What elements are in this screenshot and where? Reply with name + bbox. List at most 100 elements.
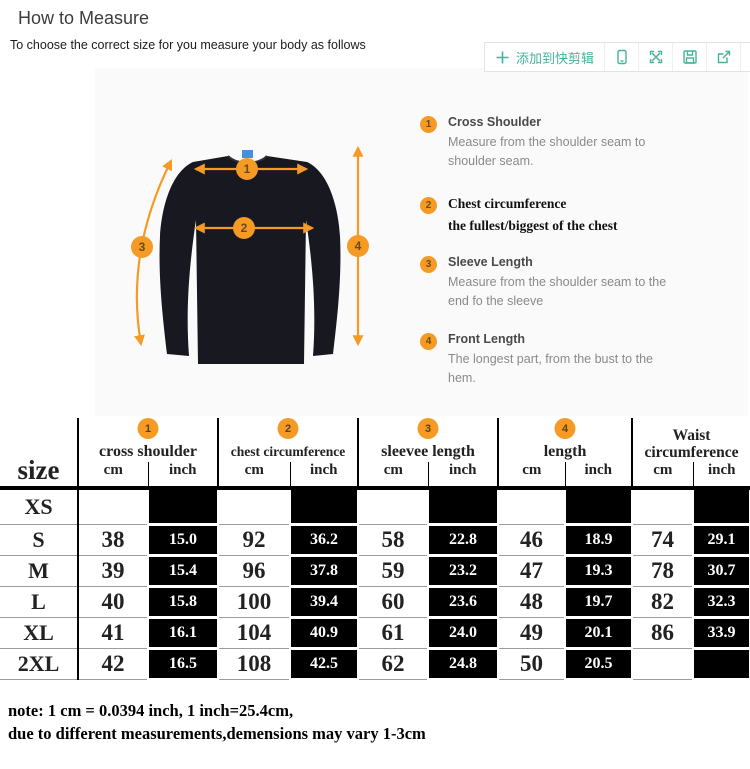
group-header: 1 cross shoulder: [77, 418, 218, 462]
unit-inch-header: inch: [564, 462, 633, 490]
unit-inch-header: inch: [147, 462, 218, 490]
value-cm: 39: [77, 555, 148, 587]
annotation-item: 3 Sleeve Length Measure from the shoulder …: [420, 255, 730, 311]
value-cm: 78: [631, 555, 694, 587]
value-cm: 58: [357, 524, 429, 556]
value-cm: 42: [77, 648, 148, 680]
value-cm: 50: [497, 648, 566, 680]
size-table: size 1 cross shoulder 2 chest circumference…: [0, 418, 750, 681]
unit-inch-header: inch: [692, 462, 750, 490]
group-header: 4 length: [497, 418, 633, 462]
value-cm: 60: [357, 586, 429, 618]
group-label: chest circumference: [230, 443, 346, 459]
group-label: cross shoulder: [99, 443, 197, 461]
annotation-title: Chest circumference: [448, 195, 567, 211]
page-title: How to Measure: [18, 8, 150, 28]
value-inch: [147, 488, 219, 526]
size-row-s: S 38 15.0 92 36.2 58 22.8 46 18.9 74 29.1: [0, 524, 750, 557]
add-to-quickclip-button[interactable]: 添加到快剪辑: [485, 43, 604, 71]
size-table-wrap: size 1 cross shoulder 2 chest circumference…: [0, 418, 750, 681]
value-inch: 33.9: [692, 617, 750, 650]
unit-header-row: cm inch cm inch cm inch cm inch cm inch: [0, 462, 750, 490]
measure-annotations: 1 Cross Shoulder Measure from the shoulder…: [420, 115, 730, 388]
annotation-desc: The longest part, from the bust to the h…: [448, 352, 653, 385]
sweater-diagram: 1 2 3 4: [131, 145, 369, 364]
unit-inch-header: inch: [427, 462, 499, 490]
value-cm: 47: [497, 555, 566, 587]
value-inch: [692, 648, 750, 681]
value-inch: 19.7: [564, 586, 634, 619]
annotation-title: Sleeve Length: [448, 254, 533, 269]
value-inch: 19.3: [564, 555, 634, 588]
value-cm: 62: [357, 648, 429, 680]
page-subtitle: To choose the correct size for you measu…: [10, 38, 366, 52]
group-badge: 3: [417, 418, 439, 439]
unit-cm-header: cm: [357, 462, 429, 490]
size-label: 2XL: [0, 648, 78, 680]
add-to-quickclip-label: 添加到快剪辑: [516, 50, 595, 66]
value-inch: 30.7: [692, 555, 750, 588]
group-badge: 2: [277, 418, 299, 439]
phone-button[interactable]: [604, 43, 638, 71]
size-label: S: [0, 524, 78, 556]
arrow-markers: 1 2 3 4: [131, 158, 369, 258]
annotation-item: 1 Cross Shoulder Measure from the shoulder…: [420, 115, 730, 171]
value-cm: 86: [631, 617, 694, 649]
value-inch: 22.8: [427, 524, 500, 557]
value-cm: 104: [217, 617, 290, 649]
value-cm: [77, 488, 148, 525]
size-label: XL: [0, 617, 78, 649]
clip-toolbar: 添加到快剪辑: [484, 42, 750, 72]
size-row-2xl: 2XL 42 16.5 108 42.5 62 24.8 50 20.5: [0, 648, 750, 681]
value-cm: [497, 488, 566, 525]
group-header: 3 sleevee length: [357, 418, 499, 462]
fullscreen-button[interactable]: [638, 43, 672, 71]
annotation-desc: Measure from the shoulder seam to should…: [448, 135, 646, 168]
annotation-item: 2 Chest circumference the fullest/biggest …: [420, 196, 730, 236]
value-cm: 41: [77, 617, 148, 649]
measure-illustration-panel: 1 2 3 4 1 Cross Shoulder Measure from the …: [95, 68, 748, 416]
value-inch: 16.5: [147, 648, 219, 681]
value-inch: 20.5: [564, 648, 634, 681]
size-table-body: XS S 38 15.0 92 36.2 58 22.8 46 18.9 74 29.1 M 39 15.4…: [0, 488, 750, 681]
value-cm: 108: [217, 648, 290, 680]
value-cm: 40: [77, 586, 148, 618]
value-cm: 59: [357, 555, 429, 587]
group-badge: 4: [554, 418, 576, 439]
note-text: note: 1 cm = 0.0394 inch, 1 inch=25.4cm,…: [8, 699, 708, 745]
value-inch: 40.9: [288, 617, 360, 650]
value-cm: 100: [217, 586, 290, 618]
share-icon: [717, 50, 730, 64]
value-cm: [357, 488, 429, 525]
marker-1: 1: [244, 162, 251, 176]
note-line-1: note: 1 cm = 0.0394 inch, 1 inch=25.4cm,: [8, 701, 294, 720]
marker-3: 3: [139, 240, 146, 254]
value-inch: 18.9: [564, 524, 634, 557]
value-cm: 48: [497, 586, 566, 618]
value-cm: 49: [497, 617, 566, 649]
value-cm: 74: [631, 524, 694, 556]
value-inch: 15.4: [147, 555, 219, 588]
value-inch: 15.0: [147, 524, 219, 557]
size-row-m: M 39 15.4 96 37.8 59 23.2 47 19.3 78 30.7: [0, 555, 750, 588]
value-inch: 39.4: [288, 586, 360, 619]
value-cm: 96: [217, 555, 290, 587]
group-label: length: [543, 443, 587, 461]
value-cm: [631, 648, 694, 680]
annotation-body: Cross Shoulder Measure from the shoulder …: [448, 115, 683, 171]
value-cm: [217, 488, 290, 525]
value-cm: 61: [357, 617, 429, 649]
sweater-silhouette: [159, 156, 341, 364]
unit-cm-header: cm: [77, 462, 148, 490]
annotation-body: Front Length The longest part, from the b…: [448, 332, 683, 388]
settings-button[interactable]: [740, 43, 750, 71]
group-label: sleevee length: [381, 443, 475, 461]
share-button[interactable]: [706, 43, 740, 71]
annotation-title: Cross Shoulder: [448, 115, 542, 129]
value-inch: 16.1: [147, 617, 219, 650]
value-inch: 36.2: [288, 524, 360, 557]
save-button[interactable]: [672, 43, 706, 71]
size-row-xs: XS: [0, 488, 750, 526]
value-inch: 15.8: [147, 586, 219, 619]
group-header: 2 chest circumference: [216, 418, 359, 462]
